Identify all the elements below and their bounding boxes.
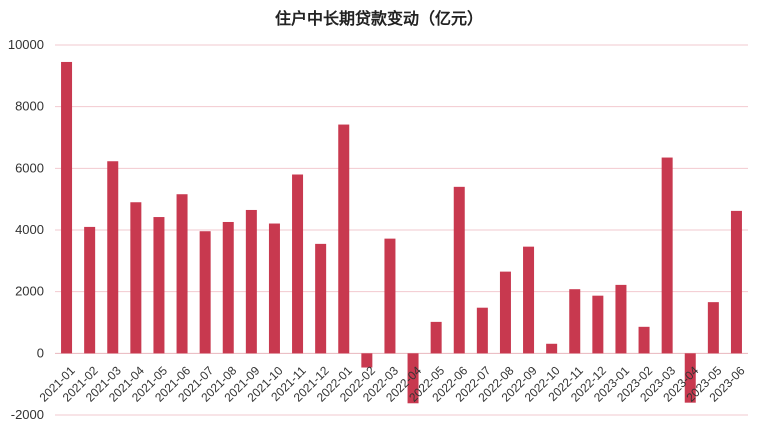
y-tick-label: -2000 [11, 407, 44, 422]
bar-2021-07 [199, 231, 211, 354]
y-axis-ticks: -2000 0 2000 4000 6000 8000 10000 [8, 37, 44, 422]
bar-2021-09 [245, 209, 257, 354]
bar-2022-06 [453, 186, 465, 354]
bar-2021-08 [222, 221, 234, 354]
bar-2021-12 [315, 243, 327, 354]
bar-2021-10 [268, 223, 280, 354]
y-tick-label: 8000 [15, 99, 44, 114]
bar-2023-03 [661, 157, 673, 354]
gridlines [55, 44, 748, 416]
y-tick-label: 4000 [15, 222, 44, 237]
y-tick-label: 6000 [15, 160, 44, 175]
bar-2021-05 [153, 217, 165, 354]
y-tick-label: 10000 [8, 37, 44, 52]
y-tick-label: 2000 [15, 284, 44, 299]
bar-2021-04 [130, 202, 142, 354]
bar-2021-06 [176, 194, 188, 354]
bar-2021-02 [84, 226, 96, 354]
bar-2022-05 [430, 321, 442, 354]
bar-2022-12 [592, 295, 604, 354]
bar-2022-09 [523, 246, 535, 354]
y-tick-label: 0 [37, 345, 44, 360]
bar-2023-04 [684, 353, 696, 403]
bar-2023-02 [638, 326, 650, 354]
bar-2022-03 [384, 238, 396, 354]
x-axis-ticks: 2021-012021-022021-032021-042021-052021-… [37, 363, 748, 404]
bar-2023-05 [707, 302, 719, 354]
bar-2022-08 [499, 271, 511, 354]
bars [61, 61, 742, 404]
bar-2021-03 [107, 161, 119, 354]
bar-2022-02 [361, 353, 373, 368]
bar-2022-01 [338, 124, 350, 354]
bar-2022-10 [546, 343, 558, 354]
bar-2021-11 [292, 174, 304, 354]
bar-2023-06 [730, 210, 742, 354]
bar-2022-07 [476, 307, 488, 354]
bar-2021-01 [61, 61, 73, 354]
bar-2022-04 [407, 353, 419, 404]
bar-2022-11 [569, 289, 581, 354]
bar-2023-01 [615, 284, 627, 354]
chart-title: 住户中长期贷款变动（亿元） [275, 9, 483, 28]
